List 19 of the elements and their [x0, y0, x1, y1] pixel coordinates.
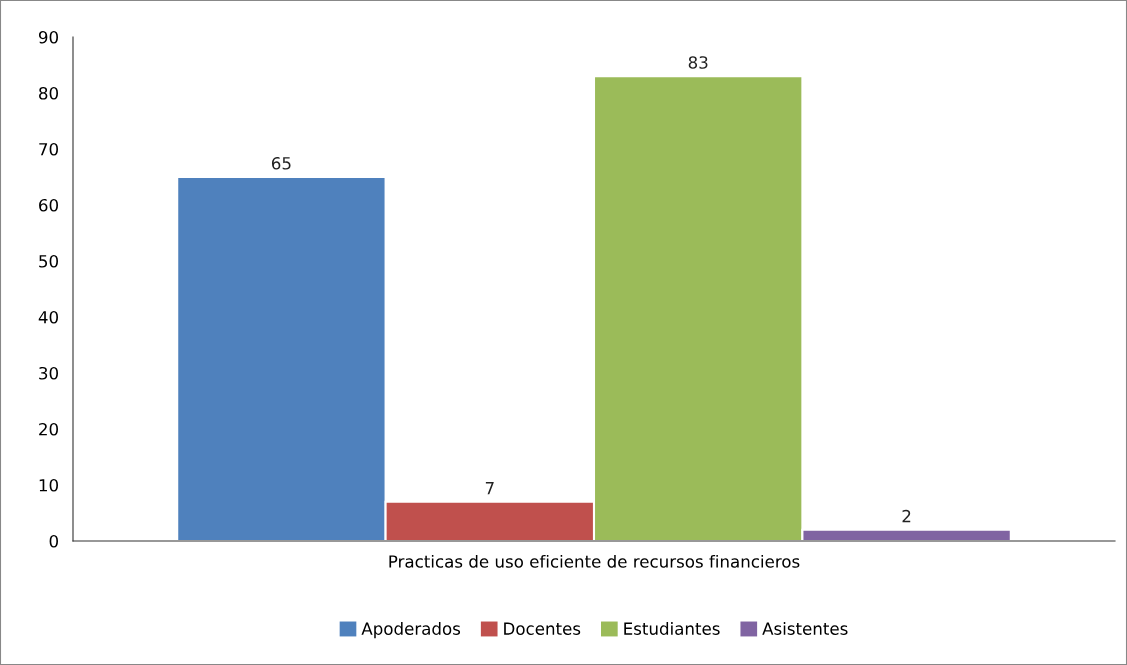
y-tick-label: 0 — [49, 534, 58, 548]
data-label: 7 — [485, 482, 494, 495]
legend-label: Docentes — [504, 622, 581, 635]
y-tick-label: 60 — [39, 198, 58, 212]
legend-label: Apoderados — [361, 622, 461, 639]
y-tick-label: 70 — [39, 142, 58, 156]
data-label: 83 — [688, 56, 708, 69]
legend-label: Estudiantes — [624, 622, 720, 635]
y-tick-label: 30 — [39, 366, 58, 380]
y-tick-label: 80 — [39, 86, 58, 100]
x-tick-label: Practicas de uso eficiente de recursos financieros — [389, 554, 800, 568]
y-tick-label: 50 — [39, 254, 58, 268]
data-label: 65 — [271, 157, 291, 170]
data-label: 2 — [902, 509, 911, 523]
y-tick-label: 20 — [39, 422, 58, 436]
y-tick-label: 40 — [38, 310, 58, 324]
y-tick-label: 10 — [39, 478, 58, 492]
legend-label: Asistentes — [762, 622, 848, 635]
y-tick-label: 90 — [38, 30, 58, 44]
